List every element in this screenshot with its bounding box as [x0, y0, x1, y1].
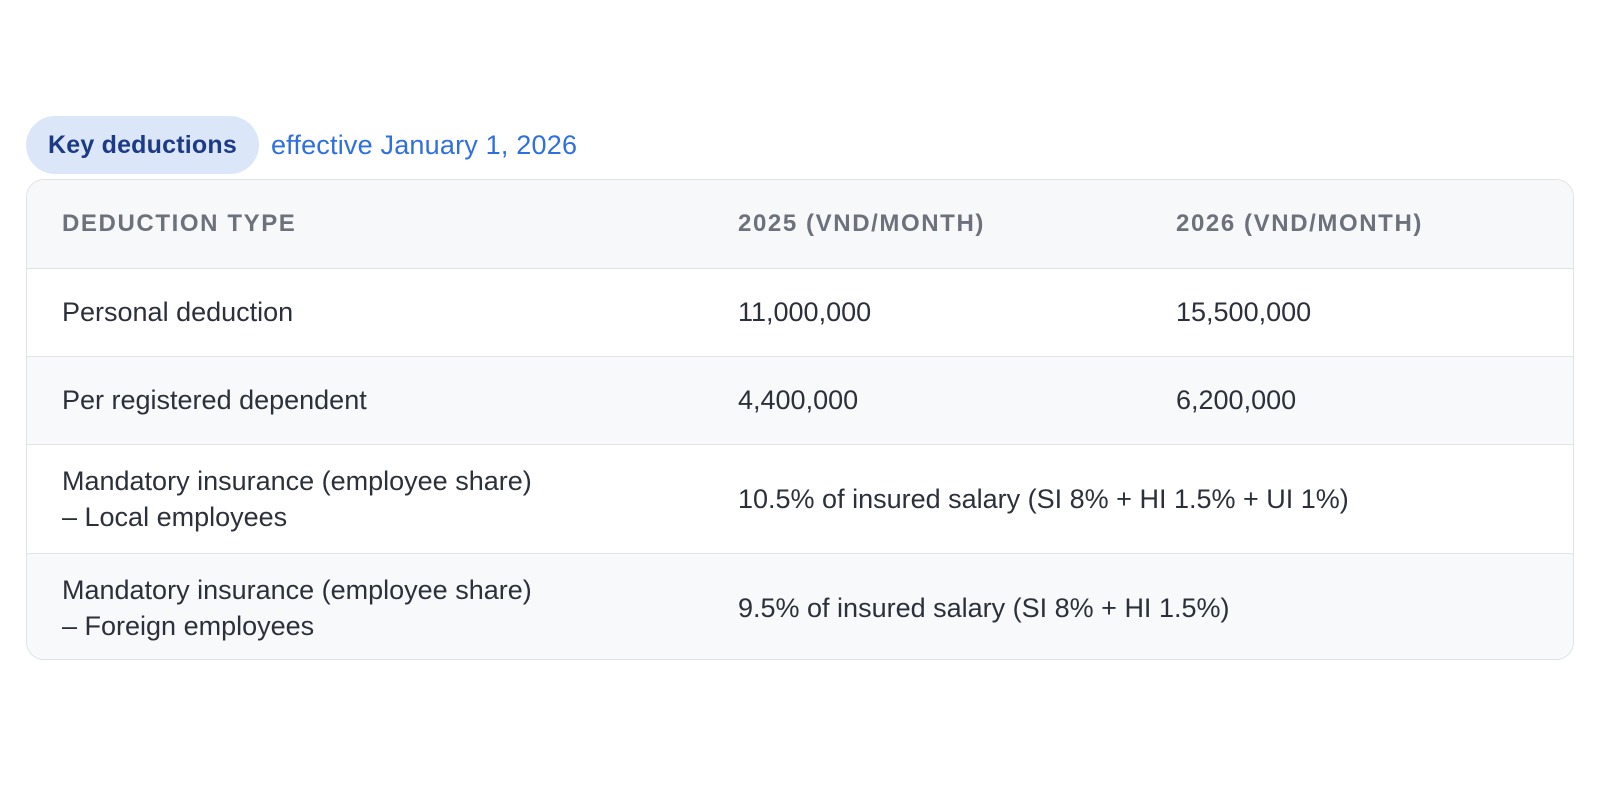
deduction-type-cell: Mandatory insurance (employee share) – F…: [27, 553, 738, 659]
value-both-years-cell: 10.5% of insured salary (SI 8% + HI 1.5%…: [738, 444, 1573, 554]
deduction-type-line: Mandatory insurance (employee share): [62, 465, 532, 496]
deduction-type-line: Mandatory insurance (employee share): [62, 574, 532, 605]
deduction-type-cell: Personal deduction: [27, 268, 738, 357]
section-heading: Key deductions effective January 1, 2026: [26, 116, 577, 174]
effective-date-text: effective January 1, 2026: [270, 129, 578, 160]
deduction-type-cell: Mandatory insurance (employee share) – L…: [27, 444, 738, 554]
value-both-years-cell: 9.5% of insured salary (SI 8% + HI 1.5%): [738, 592, 1230, 623]
table-row: Per registered dependent 4,400,000 6,200…: [27, 356, 1573, 445]
value-2026-cell: 15,500,000: [1176, 268, 1573, 357]
value-2025-cell: 4,400,000: [738, 356, 1176, 445]
column-header-2026: 2026 (VND/month): [1176, 180, 1573, 269]
table-row: Mandatory insurance (employee share) – F…: [27, 553, 1573, 659]
value-2026-cell: 6,200,000: [1176, 356, 1573, 445]
deductions-table: Deduction type 2025 (VND/month) 2026 (VN…: [27, 180, 1573, 659]
deduction-type-subline: – Local employees: [62, 501, 288, 532]
table-header-row: Deduction type 2025 (VND/month) 2026 (VN…: [27, 180, 1573, 269]
deduction-type-subline: – Foreign employees: [62, 610, 315, 641]
table-row: Personal deduction 11,000,000 15,500,000: [27, 268, 1573, 357]
deduction-type-cell: Per registered dependent: [27, 356, 738, 445]
value-2025-cell: 11,000,000: [738, 268, 1176, 357]
deductions-table-card: Deduction type 2025 (VND/month) 2026 (VN…: [26, 179, 1574, 660]
column-header-2025: 2025 (VND/month): [738, 180, 1176, 269]
table-row: Mandatory insurance (employee share) – L…: [27, 444, 1573, 554]
key-deductions-badge: Key deductions: [26, 116, 259, 174]
column-header-deduction-type: Deduction type: [27, 180, 738, 269]
